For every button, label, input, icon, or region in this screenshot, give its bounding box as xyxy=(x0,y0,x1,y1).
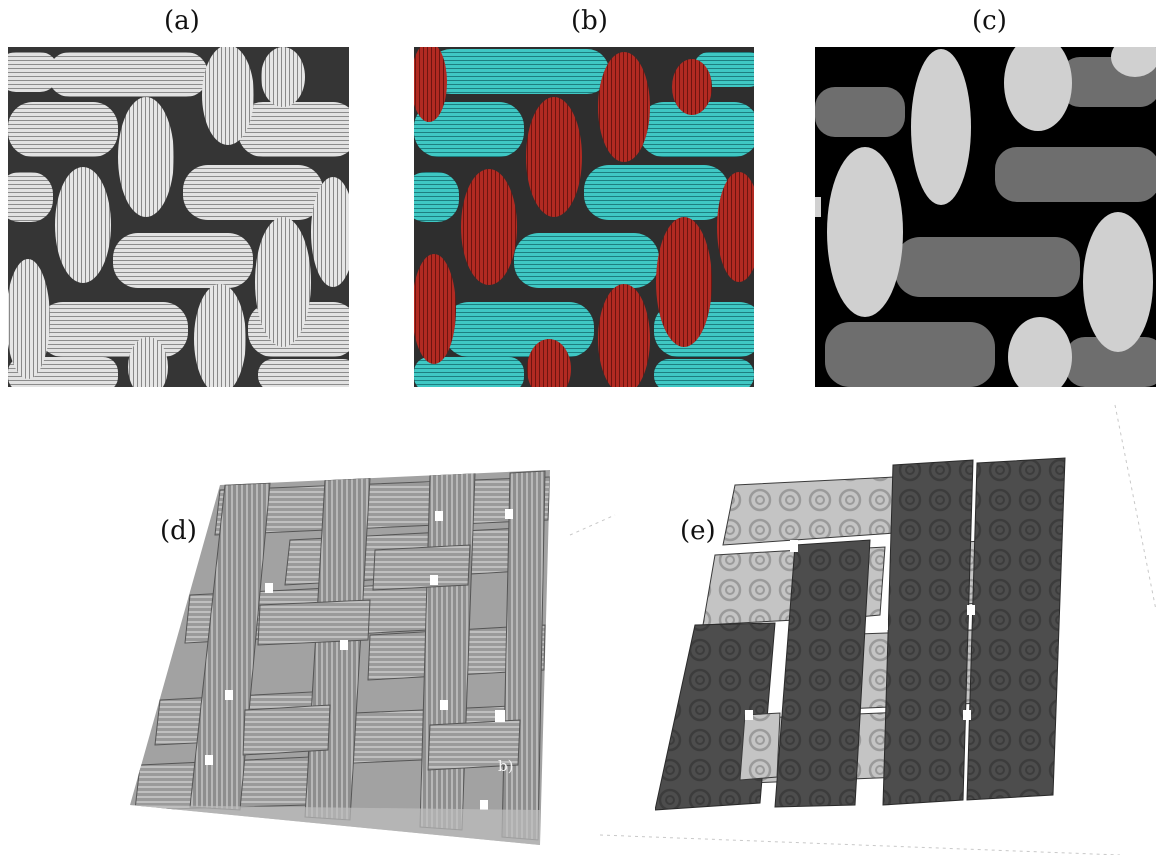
stray-text: b) xyxy=(498,757,513,775)
panel-label-d: (d) xyxy=(160,516,197,546)
panel-a-image xyxy=(8,47,349,387)
panel-e-bounding-box xyxy=(560,395,1156,855)
panel-label-c: (c) xyxy=(972,6,1007,36)
panel-label-e: (e) xyxy=(680,516,716,546)
panel-d-image: b) xyxy=(130,465,555,855)
panel-label-a: (a) xyxy=(164,6,200,36)
panel-label-b: (b) xyxy=(571,6,608,36)
panel-c-image xyxy=(815,47,1156,387)
panel-b-image xyxy=(414,47,754,387)
panel-e-image xyxy=(655,455,1070,825)
